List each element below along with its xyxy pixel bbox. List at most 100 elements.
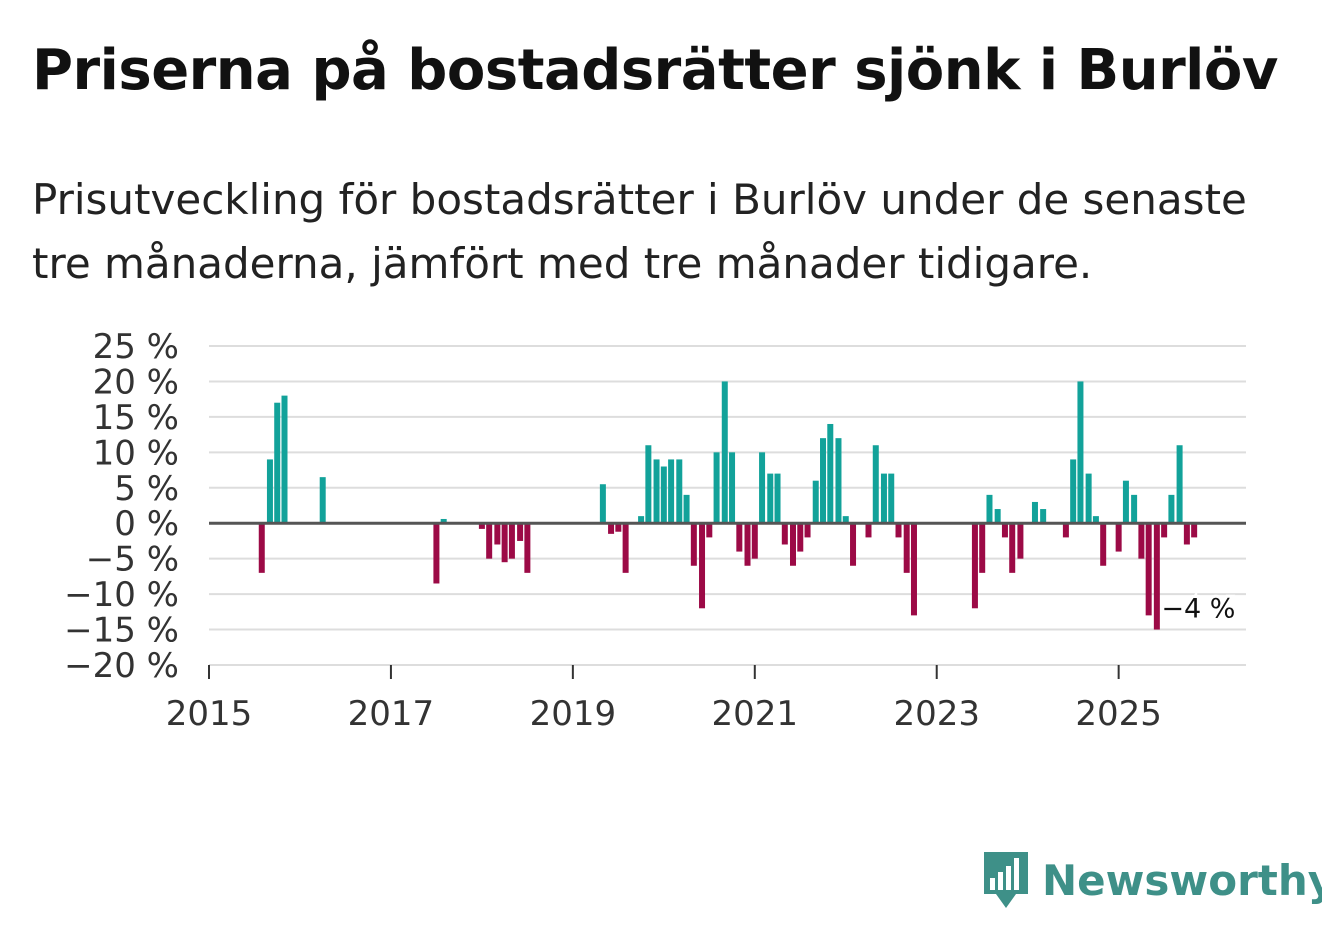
bar-negative [433,523,440,584]
bar-positive [713,452,720,524]
bars [258,381,1198,630]
bar-positive [1031,501,1038,524]
bar-negative [1100,523,1107,566]
bar-negative [494,523,501,545]
bar-negative [736,523,743,552]
bar-negative [979,523,986,573]
y-tick-label: −5 % [86,540,179,580]
bar-positive [759,452,766,524]
x-tick-label: 2023 [893,694,980,734]
bar-negative [804,523,811,538]
bar-positive [319,477,326,524]
bar-positive [683,494,690,524]
bar-positive [676,459,683,524]
bar-negative [258,523,265,573]
y-tick-label: 5 % [114,469,179,509]
bar-negative [1017,523,1024,559]
bar-negative [865,523,872,538]
bar-positive [1131,494,1138,524]
bar-positive [638,516,645,524]
y-tick-label: 25 % [93,327,179,367]
bar-negative [508,523,515,559]
latest-value-annotation: −4 % [1161,594,1235,625]
y-tick-label: 0 % [114,504,179,544]
bar-negative [781,523,788,545]
y-tick-label: −15 % [64,611,179,651]
bar-negative [971,523,978,609]
bar-negative [1145,523,1152,616]
bar-positive [812,480,819,524]
y-tick-label: 10 % [93,433,179,473]
bar-negative [895,523,902,538]
bar-negative [1115,523,1122,552]
bar-negative [1183,523,1190,545]
bar-positive [721,381,728,524]
bar-negative [517,523,524,541]
bar-negative [1001,523,1008,538]
bar-positive [1070,459,1077,524]
x-tick-label: 2025 [1075,694,1162,734]
bar-negative [690,523,697,566]
bar-positive [653,459,660,524]
bar-positive [1092,516,1099,524]
bar-positive [1085,473,1092,524]
bar-positive [440,518,447,524]
bar-positive [1077,381,1084,524]
x-tick-label: 2021 [712,694,799,734]
bar-positive [986,494,993,524]
bar-positive [668,459,675,524]
bar-negative [751,523,758,559]
bar-negative [501,523,508,563]
bar-negative [699,523,706,609]
bar-negative [903,523,910,573]
bar-positive [880,473,887,524]
bar-positive [820,438,827,524]
bar-positive [266,459,273,524]
bar-chart-speech-bubble-icon [984,852,1028,908]
bar-positive [888,473,895,524]
bar-negative [850,523,857,566]
y-tick-label: −20 % [64,646,179,686]
brand-name: Newsworthy [1042,855,1322,905]
chart-title: Priserna på bostadsrätter sjönk i Burlöv [32,38,1278,103]
bar-negative [910,523,917,616]
bar-negative [1009,523,1016,573]
bar-positive [1176,445,1183,524]
chart-subtitle: Prisutveckling för bostadsrätter i Burlö… [32,175,1247,288]
y-tick-label: −10 % [64,575,179,615]
bar-negative [524,523,531,573]
bar-negative [615,523,622,532]
bar-negative [1062,523,1069,538]
y-tick-label: 15 % [93,398,179,438]
bar-positive [835,438,842,524]
newsworthy-logo: Newsworthy [982,850,1322,910]
bar-positive [767,473,774,524]
bar-negative [608,523,615,534]
bar-negative [478,523,485,529]
bar-positive [599,484,606,524]
bar-negative [1138,523,1145,559]
bar-negative [486,523,493,559]
bar-positive [645,445,652,524]
bar-positive [281,395,288,524]
bar-negative [706,523,713,538]
axes [208,521,1246,679]
bar-positive [274,402,281,524]
bar-negative [797,523,804,552]
bar-negative [1191,523,1198,538]
bar-positive [872,445,879,524]
bar-positive [729,452,736,524]
bar-positive [1040,509,1047,524]
bar-positive [994,509,1001,524]
bar-positive [774,473,781,524]
bar-chart: 25 %20 %15 %10 %5 %0 %−5 %−10 %−15 %−20 … [64,327,1246,734]
bar-positive [1122,480,1129,524]
x-tick-label: 2017 [348,694,435,734]
bar-positive [842,516,849,524]
bar-positive [827,423,834,524]
bar-positive [660,466,667,524]
bar-negative [622,523,629,573]
y-tick-label: 20 % [93,362,179,402]
bar-negative [789,523,796,566]
bar-negative [1153,523,1160,630]
